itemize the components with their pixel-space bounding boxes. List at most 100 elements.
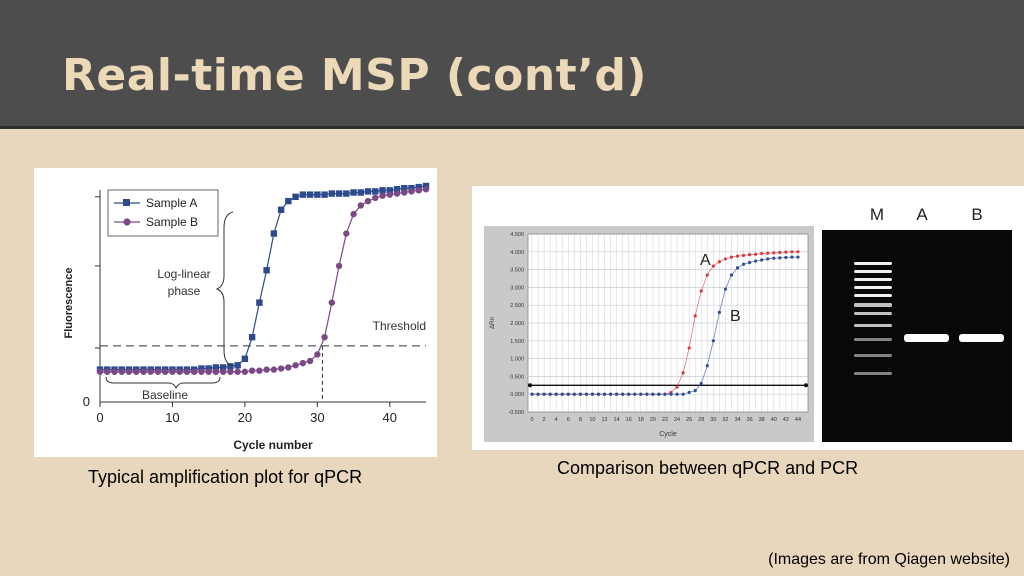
qpcr-x-tick-label: 10: [589, 417, 595, 423]
qpcr-data-point-b: [554, 392, 558, 396]
qpcr-x-tick-label: 34: [734, 417, 740, 423]
qpcr-data-point-a: [735, 254, 740, 258]
qpcr-data-point-b: [669, 392, 673, 396]
gel-lane-label-m: M: [870, 205, 884, 224]
data-point-sample-b: [379, 192, 386, 199]
legend-label-sample-a: Sample A: [146, 196, 197, 210]
qpcr-y-tick-label: 1.000: [510, 357, 524, 363]
qpcr-data-point-b: [717, 310, 721, 314]
data-point-sample-a: [393, 186, 401, 193]
gel-lane-label-b: B: [971, 205, 982, 224]
qpcr-x-tick-label: 4: [555, 417, 558, 423]
data-point-sample-b: [234, 368, 241, 375]
data-point-sample-b: [393, 190, 401, 197]
qpcr-data-point-b: [687, 390, 691, 395]
amplification-plot-panel: 0 10 20 30 40 0 Sample A Sample B Log-linear …: [34, 168, 437, 457]
data-point-sample-b: [270, 366, 278, 373]
qpcr-data-point-b: [741, 262, 746, 266]
series-line-sample-b: [100, 188, 427, 373]
qpcr-data-point-b: [633, 392, 637, 396]
data-point-sample-b: [248, 367, 256, 374]
baseline-label: Baseline: [142, 388, 188, 402]
qpcr-y-tick-label: 3.000: [510, 285, 524, 291]
qpcr-data-point-a: [681, 371, 685, 375]
data-point-sample-a: [227, 363, 234, 370]
data-point-sample-a: [198, 365, 205, 372]
qpcr-data-point-b: [675, 392, 679, 396]
data-point-sample-a: [386, 187, 393, 194]
y-axis-label: Fluorescence: [63, 268, 75, 339]
data-point-sample-a: [263, 267, 270, 274]
qpcr-x-tick-label: 30: [710, 417, 716, 423]
qpcr-data-point-b: [748, 260, 752, 265]
data-point-sample-a: [364, 188, 372, 195]
caption-comparison: Comparison between qPCR and PCR: [557, 458, 859, 478]
data-point-sample-b: [285, 364, 292, 371]
qpcr-x-tick-label: 42: [783, 417, 789, 423]
qpcr-data-point-b: [760, 258, 764, 262]
qpcr-data-point-b: [621, 392, 625, 396]
x-tick-label: 30: [310, 410, 324, 425]
qpcr-x-tick-label: 16: [626, 417, 632, 423]
data-point-sample-b: [343, 230, 350, 237]
data-point-sample-b: [212, 368, 220, 375]
data-point-sample-b: [162, 368, 169, 375]
data-point-sample-a: [292, 193, 299, 200]
gel-lane-label-a: A: [916, 205, 928, 224]
qpcr-data-point-b: [729, 273, 734, 277]
qpcr-y-axis-label: ΔRn: [490, 317, 496, 329]
qpcr-y-tick-label: 2.000: [510, 321, 524, 327]
qpcr-data-point-b: [784, 255, 788, 260]
qpcr-data-point-b: [596, 392, 601, 396]
data-point-sample-a: [321, 191, 328, 198]
qpcr-data-point-b: [590, 392, 595, 396]
data-point-sample-a: [234, 362, 241, 369]
qpcr-x-tick-label: 6: [567, 417, 570, 423]
qpcr-data-point-a: [790, 250, 794, 254]
data-point-sample-b: [357, 202, 364, 209]
qpcr-data-point-b: [772, 256, 776, 260]
qpcr-x-tick-label: 40: [771, 417, 777, 423]
qpcr-x-tick-label: 2: [543, 417, 546, 423]
data-point-sample-b: [277, 365, 285, 372]
qpcr-data-point-a: [717, 260, 721, 264]
qpcr-x-tick-label: 18: [638, 417, 644, 423]
ladder-band: [854, 262, 892, 265]
data-point-sample-b: [314, 351, 321, 358]
series-a-label: A: [700, 252, 711, 269]
qpcr-y-tick-label: 2.500: [510, 303, 524, 309]
qpcr-data-point-b: [536, 392, 540, 396]
data-point-sample-a: [248, 334, 256, 341]
qpcr-data-point-b: [578, 392, 582, 396]
qpcr-x-tick-label: 26: [686, 417, 692, 423]
data-point-sample-b: [104, 368, 111, 375]
qpcr-data-point-b: [735, 266, 740, 270]
qpcr-data-point-b: [711, 339, 715, 343]
data-point-sample-b: [401, 189, 408, 196]
qpcr-y-tick-label: 4.000: [510, 250, 524, 256]
qpcr-y-tick-label: 1.500: [510, 339, 524, 345]
qpcr-data-point-a: [748, 253, 752, 257]
legend-box: [107, 189, 219, 237]
qpcr-data-point-a: [699, 289, 703, 293]
image-source-note: (Images are from Qiagen website): [768, 551, 1010, 568]
qpcr-y-tick-label: -0.500: [508, 410, 524, 416]
ladder-band: [854, 286, 892, 289]
data-point-sample-b: [292, 362, 299, 369]
data-point-sample-b: [241, 368, 249, 375]
qpcr-data-point-b: [615, 392, 619, 396]
ladder-band: [854, 338, 892, 341]
qpcr-x-axis-label: Cycle: [659, 431, 677, 438]
data-point-sample-a: [357, 189, 364, 196]
qpcr-data-point-b: [548, 392, 552, 396]
data-point-sample-a: [350, 189, 357, 196]
qpcr-data-point-b: [723, 287, 728, 291]
ladder-band: [854, 270, 892, 273]
series-b-label: B: [730, 308, 741, 325]
data-point-sample-b: [321, 334, 328, 341]
data-point-sample-b: [328, 299, 336, 306]
y-tick-label: 0: [83, 394, 90, 409]
data-point-sample-a: [219, 364, 227, 371]
qpcr-data-point-a: [741, 253, 746, 257]
log-linear-label-line1: Log-linear: [157, 267, 210, 281]
